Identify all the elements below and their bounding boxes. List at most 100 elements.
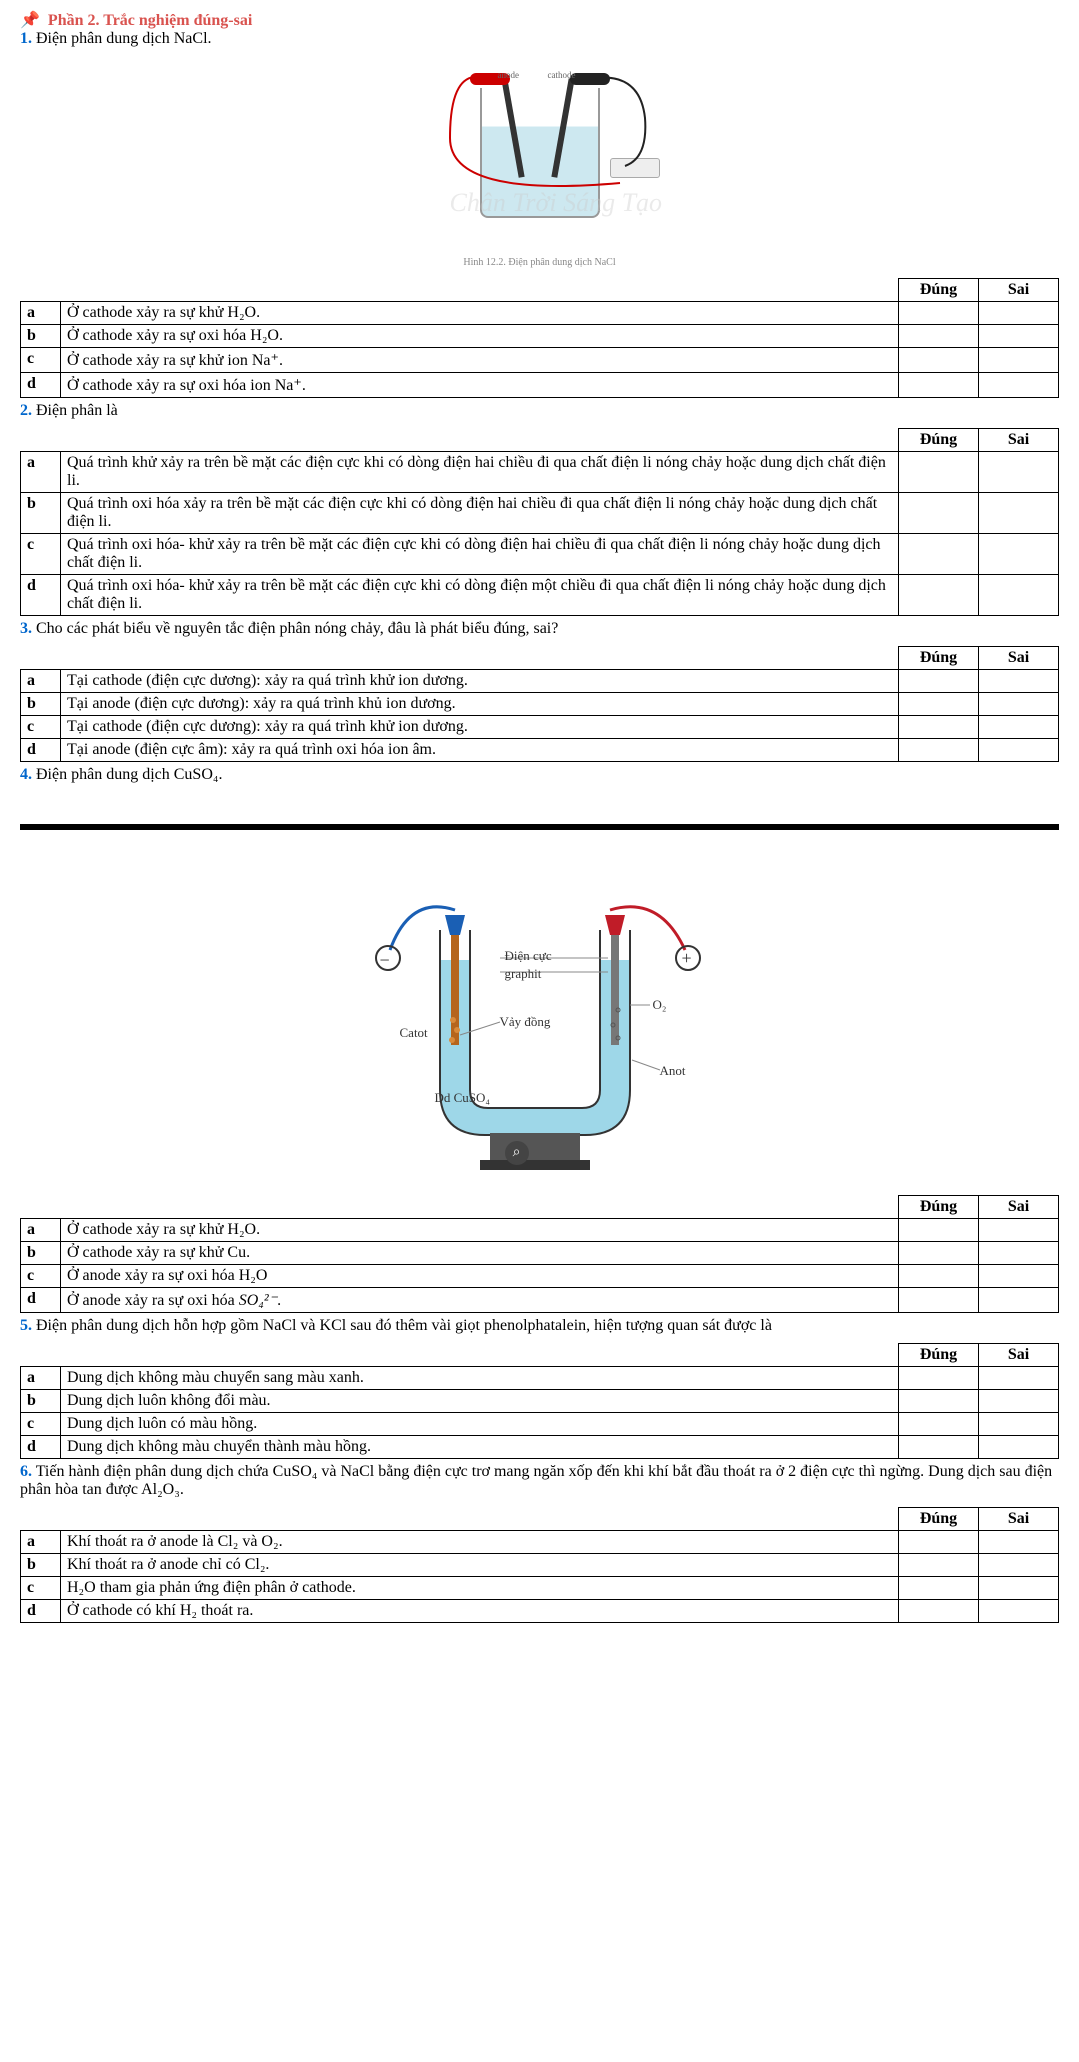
q6-table: Đúng Sai aKhí thoát ra ở anode là Cl₂ và… [20,1507,1059,1623]
q6-b-dung[interactable] [899,1554,979,1577]
o2-label: O₂ [653,997,667,1013]
q4-c-letter: c [21,1265,61,1288]
q2-b-sai[interactable] [979,493,1059,534]
q3-c-sai[interactable] [979,716,1059,739]
q6-b-text: Khí thoát ra ở anode chỉ có Cl₂. [61,1554,899,1577]
q1-d-dung[interactable] [899,373,979,398]
q1-c-letter: c [21,348,61,373]
solution-label: Dd CuSO₄ [435,1090,490,1106]
header-dung: Đúng [899,1196,979,1219]
q5-num: 5. [20,1317,32,1334]
q2-a-dung[interactable] [899,452,979,493]
header-dung: Đúng [899,429,979,452]
q4-text: Điện phân dung dịch CuSO₄. [36,766,222,783]
header-sai: Sai [979,1344,1059,1367]
q5-text: Điện phân dung dịch hỗn hợp gồm NaCl và … [36,1317,772,1334]
q6-d-dung[interactable] [899,1600,979,1623]
header-dung: Đúng [899,647,979,670]
q6-num: 6. [20,1463,32,1480]
header-sai: Sai [979,647,1059,670]
q6-d-sai[interactable] [979,1600,1059,1623]
q2-a-sai[interactable] [979,452,1059,493]
q4-b-dung[interactable] [899,1242,979,1265]
q4-a-dung[interactable] [899,1219,979,1242]
q3-c-dung[interactable] [899,716,979,739]
q6-d-letter: d [21,1600,61,1623]
q1-d-sai[interactable] [979,373,1059,398]
q3-a-dung[interactable] [899,670,979,693]
q6-b-sai[interactable] [979,1554,1059,1577]
q4-a-text: Ở cathode xảy ra sự khử H₂O. [61,1219,899,1242]
wires-svg [410,58,670,248]
q2-num: 2. [20,402,32,419]
q5-a-sai[interactable] [979,1367,1059,1390]
q1-diagram-container: anode cathode Chân Trời Sáng Tạo Hình 12… [20,58,1059,268]
q5-d-dung[interactable] [899,1436,979,1459]
q3-d-letter: d [21,739,61,762]
q2-c-text: Quá trình oxi hóa- khử xảy ra trên bề mặ… [61,534,899,575]
q1-c-dung[interactable] [899,348,979,373]
q3-d-dung[interactable] [899,739,979,762]
q5-d-sai[interactable] [979,1436,1059,1459]
q2-b-dung[interactable] [899,493,979,534]
q2-c-dung[interactable] [899,534,979,575]
q6-b-letter: b [21,1554,61,1577]
q6-c-sai[interactable] [979,1577,1059,1600]
label-anode: anode [498,70,520,80]
q6-a-dung[interactable] [899,1531,979,1554]
q1-c-sai[interactable] [979,348,1059,373]
q5-a-dung[interactable] [899,1367,979,1390]
question-6: 6. Tiến hành điện phân dung dịch chứa Cu… [20,1463,1059,1499]
q5-c-sai[interactable] [979,1413,1059,1436]
page-divider [20,824,1059,830]
q4-d-sai[interactable] [979,1288,1059,1313]
q3-d-text: Tại anode (điện cực âm): xảy ra quá trìn… [61,739,899,762]
q4-c-dung[interactable] [899,1265,979,1288]
q2-text: Điện phân là [36,402,118,419]
search-icon: ⌕ [505,1141,529,1165]
q2-c-sai[interactable] [979,534,1059,575]
catot-label: Catot [400,1025,428,1041]
q1-b-dung[interactable] [899,325,979,348]
q4-d-dung[interactable] [899,1288,979,1313]
q3-a-text: Tại cathode (điện cực dương): xảy ra quá… [61,670,899,693]
minus-label: − [380,950,390,971]
graphite-label: graphit [505,966,542,982]
q3-b-dung[interactable] [899,693,979,716]
q4-a-sai[interactable] [979,1219,1059,1242]
q1-b-sai[interactable] [979,325,1059,348]
q1-a-dung[interactable] [899,302,979,325]
q4-d-text: Ở anode xảy ra sự oxi hóa SO₄²⁻. [61,1288,899,1313]
q4-b-sai[interactable] [979,1242,1059,1265]
plus-label: + [682,948,692,969]
header-sai: Sai [979,429,1059,452]
pin-icon: 📌 [20,12,40,29]
q5-b-sai[interactable] [979,1390,1059,1413]
q5-b-dung[interactable] [899,1390,979,1413]
q3-b-letter: b [21,693,61,716]
q5-b-letter: b [21,1390,61,1413]
q4-diagram-container: − + Điện cực graphit Vảy đồng Catot O₂ A… [20,890,1059,1185]
q6-c-dung[interactable] [899,1577,979,1600]
header-dung: Đúng [899,1344,979,1367]
q4-c-sai[interactable] [979,1265,1059,1288]
q1-a-sai[interactable] [979,302,1059,325]
q1-caption: Hình 12.2. Điện phân dung dịch NaCl [20,257,1059,268]
q5-d-text: Dung dịch không màu chuyển thành màu hồn… [61,1436,899,1459]
q5-c-dung[interactable] [899,1413,979,1436]
q6-a-sai[interactable] [979,1531,1059,1554]
q3-text: Cho các phát biểu về nguyên tắc điện phâ… [36,620,558,637]
q2-a-letter: a [21,452,61,493]
q5-b-text: Dung dịch luôn không đổi màu. [61,1390,899,1413]
q4-d-letter: d [21,1288,61,1313]
header-dung: Đúng [899,279,979,302]
q3-b-sai[interactable] [979,693,1059,716]
q5-a-letter: a [21,1367,61,1390]
q1-table: Đúng Sai aỞ cathode xảy ra sự khử H₂O. b… [20,278,1059,398]
q3-c-letter: c [21,716,61,739]
q3-d-sai[interactable] [979,739,1059,762]
q2-d-dung[interactable] [899,575,979,616]
q2-d-sai[interactable] [979,575,1059,616]
q3-a-sai[interactable] [979,670,1059,693]
q1-d-letter: d [21,373,61,398]
